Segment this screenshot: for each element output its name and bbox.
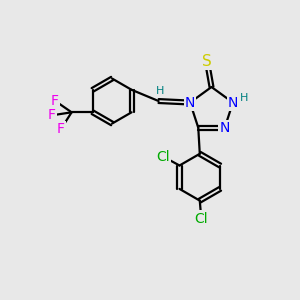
Text: Cl: Cl bbox=[194, 212, 208, 226]
Text: N: N bbox=[220, 121, 230, 135]
Text: F: F bbox=[57, 122, 65, 136]
Text: N: N bbox=[228, 95, 238, 110]
Text: S: S bbox=[202, 54, 212, 69]
Text: Cl: Cl bbox=[156, 149, 170, 164]
Text: H: H bbox=[240, 93, 248, 103]
Text: F: F bbox=[51, 94, 59, 108]
Text: H: H bbox=[156, 86, 164, 96]
Text: N: N bbox=[185, 95, 195, 110]
Text: F: F bbox=[48, 108, 56, 122]
